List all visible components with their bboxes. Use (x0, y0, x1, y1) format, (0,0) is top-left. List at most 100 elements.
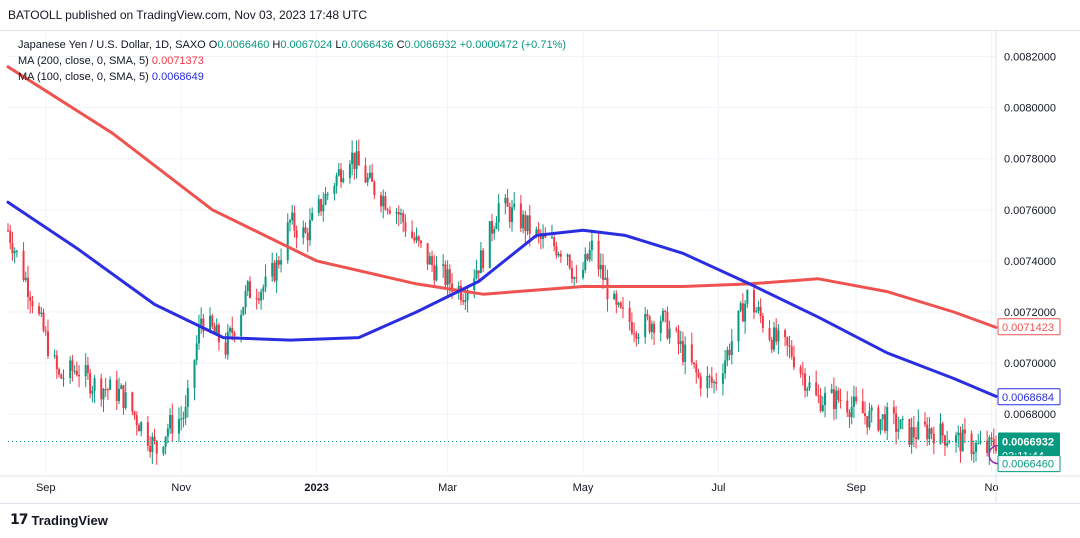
candle-body (60, 374, 63, 379)
candle-body (395, 212, 398, 214)
price-chart[interactable]: 0.0082000 0.0080000 0.0078000 0.0076000 0.00… (0, 31, 1080, 503)
candle-body (839, 399, 842, 401)
candle-body (977, 442, 980, 444)
candle-body (488, 221, 491, 269)
candle-body (371, 172, 374, 182)
candle-body (286, 222, 289, 261)
candle-body (830, 389, 833, 393)
candle-body (772, 327, 775, 350)
candle-body (186, 387, 189, 407)
candle-body (493, 229, 496, 234)
y-tick-label: 0.0072000 (1004, 307, 1056, 319)
candle-body (908, 418, 911, 445)
candle-body (630, 321, 633, 334)
candle-body (602, 264, 605, 280)
candle-body (757, 306, 760, 311)
ohlc-value-c: 0.0066932 (404, 39, 457, 51)
candle-body (308, 220, 311, 241)
candle-body (211, 315, 214, 327)
candle-body (133, 411, 136, 416)
candle-body (537, 229, 540, 234)
candle-body (792, 356, 795, 368)
x-tick-label: No (985, 482, 999, 494)
last-price-value: 0.0066932 (1002, 437, 1054, 449)
candle-body (752, 290, 755, 313)
candle-body (775, 327, 778, 342)
candle-body (586, 254, 589, 260)
candle-body (555, 246, 558, 256)
candle-body (428, 256, 431, 265)
candle-body (42, 312, 45, 331)
candle-body (932, 433, 935, 444)
candle-body (264, 276, 267, 288)
candle-body (177, 419, 180, 434)
candle-body (386, 209, 389, 211)
candle-body (444, 264, 447, 285)
candle-body (44, 330, 47, 332)
candle-body (351, 152, 354, 165)
candle-body (273, 262, 276, 281)
candle-body (195, 343, 198, 361)
candle-body (504, 197, 507, 204)
tradingview-footer[interactable]: 17 TradingView (10, 512, 108, 528)
candle-body (604, 277, 607, 280)
candle-body (180, 418, 183, 420)
ma200-legend: MA (200, close, 0, SMA, 5) 0.0071373 (18, 55, 204, 67)
candle-body (115, 379, 118, 402)
x-tick-label: Jul (711, 482, 725, 494)
candle-body (855, 396, 858, 402)
candle-body (426, 243, 429, 265)
candle-body (988, 437, 991, 453)
candle-body (89, 372, 92, 394)
candle-body (466, 290, 469, 301)
candle-body (915, 437, 918, 440)
candle-body (526, 215, 529, 232)
candle-body (75, 370, 78, 375)
candle-body (535, 229, 538, 234)
candle-body (15, 250, 18, 252)
ma200-value: 0.0071373 (151, 55, 204, 67)
candle-body (295, 230, 298, 238)
candle-body (411, 231, 414, 238)
candle-body (69, 360, 72, 379)
candle-body (835, 390, 838, 410)
candle-body (233, 333, 236, 336)
candle-body (653, 323, 656, 333)
candle-body (659, 320, 662, 333)
chart-area[interactable]: 0.0082000 0.0080000 0.0078000 0.0076000 0.00… (0, 30, 1080, 504)
candle-body (699, 376, 702, 389)
candle-body (366, 177, 369, 183)
candle-body (946, 442, 949, 446)
candle-body (573, 277, 576, 279)
candle-body (166, 428, 169, 437)
candle-body (86, 365, 89, 373)
candle-body (975, 443, 978, 452)
candle-body (9, 230, 12, 243)
candle-body (224, 342, 227, 355)
candle-body (799, 367, 802, 374)
candle-body (13, 250, 16, 254)
candle-body (852, 396, 855, 407)
candle-body (277, 260, 280, 265)
candle-body (271, 262, 274, 277)
candle-body (777, 330, 780, 342)
candle-body (728, 349, 731, 356)
candle-body (575, 277, 578, 279)
candle-body (986, 440, 989, 453)
candle-body (24, 277, 27, 280)
candle-body (304, 227, 307, 233)
candle-body (710, 377, 713, 383)
candle-body (131, 392, 134, 412)
candle-body (78, 374, 81, 377)
candle-body (73, 370, 76, 372)
ohlc-values: O0.0066460 H0.0067024 L0.0066436 C0.0066… (209, 39, 457, 51)
candle-body (164, 436, 167, 447)
candle-body (582, 270, 585, 278)
brand-name: TradingView (31, 512, 108, 528)
candle-body (877, 407, 880, 431)
candle-body (11, 242, 14, 254)
candle-body (202, 318, 205, 332)
candle-body (317, 199, 320, 213)
candle-body (442, 264, 445, 267)
candle-body (102, 389, 105, 400)
